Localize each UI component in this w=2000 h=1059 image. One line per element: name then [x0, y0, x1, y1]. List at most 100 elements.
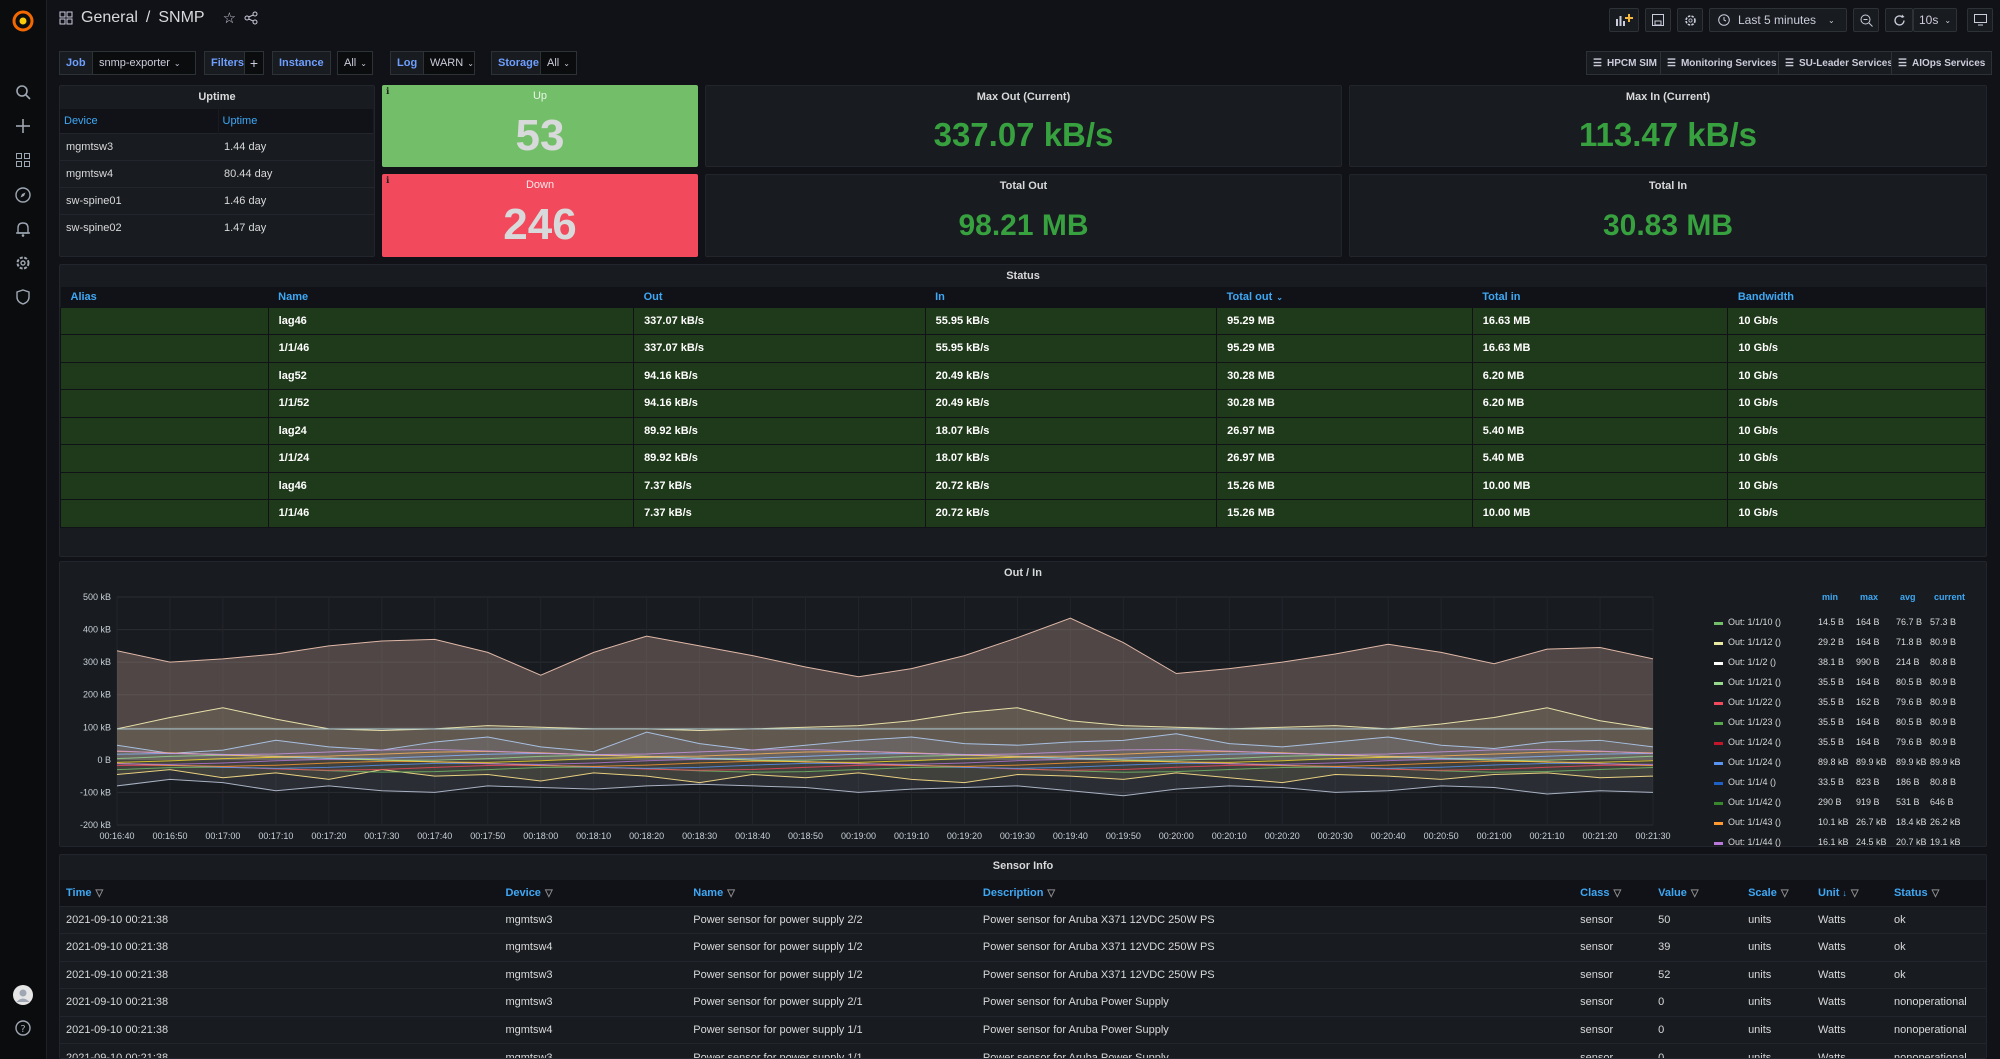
- column-header[interactable]: Device ▽: [499, 880, 688, 906]
- legend-column-header[interactable]: min: [1822, 592, 1839, 602]
- sensor-cell: 52: [1652, 960, 1743, 989]
- log-variable-select[interactable]: WARN ⌄: [423, 51, 475, 75]
- filter-icon[interactable]: ▽: [1613, 887, 1622, 899]
- column-header[interactable]: Time ▽: [60, 880, 500, 906]
- x-tick-label: 00:20:50: [1424, 831, 1459, 841]
- info-icon[interactable]: ℹ: [386, 175, 390, 185]
- filter-icon[interactable]: ▽: [1690, 887, 1699, 899]
- legend-item[interactable]: Out: 1/1/22 () 35.5 B 162 B 79.6 B 80.9 B: [1710, 697, 1992, 712]
- server-admin-shield-icon[interactable]: [13, 287, 33, 307]
- legend-column-header[interactable]: current: [1934, 592, 1966, 602]
- sensor-cell: Power sensor for power supply 2/2: [687, 905, 977, 934]
- column-header[interactable]: Bandwidth: [1727, 287, 1986, 307]
- series-line[interactable]: [116, 707, 1654, 732]
- column-header[interactable]: Unit ↓ ▽: [1812, 880, 1888, 906]
- filter-icon[interactable]: ▽: [727, 887, 735, 899]
- link-su-leader-services[interactable]: ☰ SU-Leader Services: [1778, 51, 1900, 75]
- filter-icon[interactable]: ▽: [95, 887, 104, 899]
- series-line[interactable]: [116, 731, 1654, 754]
- instance-variable-select[interactable]: All ⌄: [337, 51, 373, 75]
- configuration-gear-icon[interactable]: [13, 253, 33, 273]
- user-avatar[interactable]: [13, 985, 33, 1005]
- up-count: 53: [515, 111, 565, 160]
- help-icon[interactable]: ?: [13, 1018, 33, 1038]
- column-header[interactable]: Out: [633, 287, 926, 307]
- search-icon[interactable]: [13, 82, 33, 102]
- job-variable-select[interactable]: snmp-exporter ⌄: [92, 51, 196, 75]
- plus-icon[interactable]: [13, 116, 33, 136]
- column-header[interactable]: Name ▽: [687, 880, 977, 906]
- alerting-bell-icon[interactable]: [13, 219, 33, 239]
- out-in-chart[interactable]: 500 kB 400 kB 300 kB 200 kB 100 kB 0 B -100 kB…: [59, 561, 1709, 847]
- legend-item[interactable]: Out: 1/1/44 () 16.1 kB 24.5 kB 20.7 kB 19.1 …: [1710, 837, 1992, 852]
- column-header[interactable]: Description ▽: [976, 880, 1575, 906]
- legend-column-header[interactable]: max: [1860, 592, 1879, 602]
- x-tick-label: 00:17:40: [417, 831, 452, 841]
- dashboard-title[interactable]: SNMP: [158, 9, 205, 26]
- legend-swatch: [1714, 842, 1723, 845]
- filter-icon[interactable]: ▽: [1850, 887, 1859, 899]
- time-range-picker[interactable]: Last 5 minutes ⌄: [1709, 8, 1847, 32]
- filter-icon[interactable]: ▽: [544, 887, 553, 899]
- legend-item[interactable]: Out: 1/1/43 () 10.1 kB 26.7 kB 18.4 kB 26.2 …: [1710, 817, 1992, 832]
- link-monitoring-services[interactable]: ☰ Monitoring Services: [1660, 51, 1784, 75]
- tv-mode-button[interactable]: [1967, 8, 1993, 32]
- series-line[interactable]: [116, 617, 1654, 678]
- status-cell: 89.92 kB/s: [633, 416, 926, 445]
- column-header-uptime[interactable]: Uptime: [218, 109, 374, 133]
- legend-item[interactable]: Out: 1/1/10 () 14.5 B 164 B 76.7 B 57.3 B: [1710, 617, 1992, 632]
- filter-icon[interactable]: ▽: [1780, 887, 1789, 899]
- series-line[interactable]: [116, 778, 1654, 797]
- storage-variable-select[interactable]: All ⌄: [540, 51, 577, 75]
- filter-icon[interactable]: ▽: [1931, 887, 1940, 899]
- column-header[interactable]: Name: [268, 287, 634, 307]
- legend-item[interactable]: Out: 1/1/4 () 33.5 B 823 B 186 B 80.8 B: [1710, 777, 1992, 792]
- column-header[interactable]: Alias: [60, 287, 269, 307]
- column-header[interactable]: Class ▽: [1574, 880, 1653, 906]
- sensor-cell: mgmtsw4: [499, 933, 688, 961]
- explore-compass-icon[interactable]: [13, 185, 33, 205]
- legend-current-value: 80.8 B: [1930, 777, 1957, 787]
- info-icon[interactable]: ℹ: [386, 86, 390, 96]
- legend-item[interactable]: Out: 1/1/24 () 89.8 kB 89.9 kB 89.9 kB 89.9 …: [1710, 757, 1992, 772]
- dashboards-icon[interactable]: [13, 150, 33, 170]
- legend-item[interactable]: Out: 1/1/21 () 35.5 B 164 B 80.5 B 80.9 B: [1710, 677, 1992, 692]
- legend-swatch: [1714, 802, 1723, 805]
- dashboard-settings-button[interactable]: [1677, 8, 1703, 32]
- column-header[interactable]: Scale ▽: [1742, 880, 1813, 906]
- legend-item[interactable]: Out: 1/1/23 () 35.5 B 164 B 80.5 B 80.9 B: [1710, 717, 1992, 732]
- legend-item[interactable]: Out: 1/1/12 () 29.2 B 164 B 71.8 B 80.9 B: [1710, 637, 1992, 652]
- legend-column-header[interactable]: avg: [1900, 592, 1916, 602]
- column-header[interactable]: Total out ⌄: [1216, 287, 1473, 307]
- series-line[interactable]: [116, 749, 1654, 756]
- column-header-device[interactable]: Device: [60, 109, 219, 133]
- legend-max-value: 89.9 kB: [1856, 757, 1887, 767]
- filter-icon[interactable]: ▽: [1047, 887, 1056, 899]
- uptime-cell: 1.44 day: [218, 132, 374, 160]
- legend-item[interactable]: Out: 1/1/42 () 290 B 919 B 531 B 646 B: [1710, 797, 1992, 812]
- link-aiops-services[interactable]: ☰ AIOps Services: [1891, 51, 1993, 75]
- link-hpcm-sim[interactable]: ☰ HPCM SIM: [1586, 51, 1664, 75]
- table-row: 2021-09-10 00:21:38 mgmtsw4 Power sensor f…: [60, 933, 1986, 961]
- legend-item[interactable]: Out: 1/1/2 () 38.1 B 990 B 214 B 80.8 B: [1710, 657, 1992, 672]
- grafana-logo-icon[interactable]: [11, 9, 35, 33]
- breadcrumb-folder[interactable]: General: [81, 9, 138, 26]
- refresh-interval-label: 10s: [1918, 13, 1939, 27]
- share-icon[interactable]: [244, 11, 258, 25]
- sensor-cell: Watts: [1812, 933, 1888, 961]
- add-filter-button[interactable]: +: [244, 51, 264, 75]
- column-header[interactable]: Value ▽: [1652, 880, 1743, 906]
- save-dashboard-button[interactable]: [1645, 8, 1671, 32]
- star-icon[interactable]: ☆: [222, 10, 237, 27]
- series-line[interactable]: [116, 764, 1654, 771]
- zoom-out-button[interactable]: [1853, 8, 1879, 32]
- series-line[interactable]: [116, 752, 1654, 759]
- legend-item[interactable]: Out: 1/1/24 () 35.5 B 164 B 79.6 B 80.9 B: [1710, 737, 1992, 752]
- series-line[interactable]: [116, 769, 1654, 784]
- refresh-button[interactable]: [1885, 8, 1913, 32]
- column-header[interactable]: Total in: [1472, 287, 1728, 307]
- add-panel-button[interactable]: [1609, 8, 1639, 32]
- column-header[interactable]: Status ▽: [1887, 880, 1986, 906]
- column-header[interactable]: In: [925, 287, 1217, 307]
- refresh-interval-picker[interactable]: 10s ⌄: [1913, 8, 1957, 32]
